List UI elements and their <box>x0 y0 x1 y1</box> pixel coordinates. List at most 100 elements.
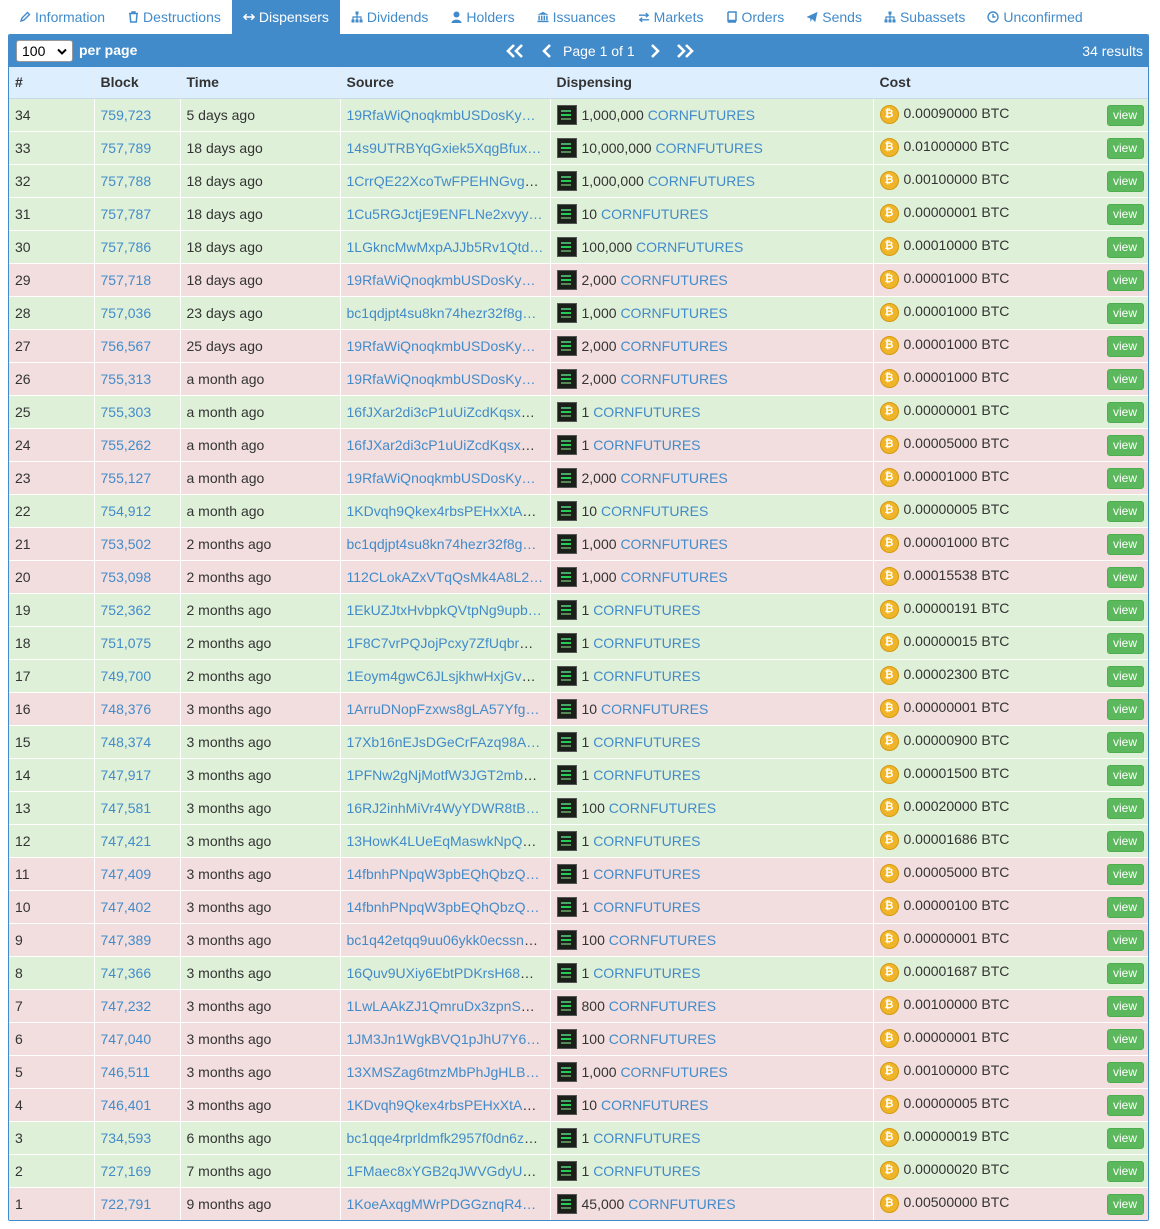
source-address-link[interactable]: 1PFNw2gNjMotfW3JGT2mba… <box>346 766 545 783</box>
source-address-link[interactable]: 13XMSZag6tmzMbPhJgHLB… <box>346 1063 540 1080</box>
view-button[interactable]: view <box>1106 434 1144 456</box>
asset-link[interactable]: CORNFUTURES <box>593 964 701 981</box>
view-button[interactable]: view <box>1106 896 1144 918</box>
source-address-link[interactable]: 13HowK4LUeEqMaswkNpQ5… <box>346 832 545 849</box>
asset-link[interactable]: CORNFUTURES <box>608 997 717 1014</box>
column-header-dispensing[interactable]: Dispensing <box>550 67 874 99</box>
asset-link[interactable]: CORNFUTURES <box>608 799 717 816</box>
asset-link[interactable]: CORNFUTURES <box>593 865 701 882</box>
source-address-link[interactable]: 16fJXar2di3cP1uUiZcdKqsxH… <box>346 403 545 420</box>
tab-sends[interactable]: Sends <box>795 0 873 34</box>
view-button[interactable]: view <box>1106 533 1144 555</box>
source-address-link[interactable]: 16fJXar2di3cP1uUiZcdKqsxH… <box>346 436 545 453</box>
view-button[interactable]: view <box>1106 203 1144 225</box>
block-link[interactable]: 746,511 <box>100 1063 151 1080</box>
tab-holders[interactable]: Holders <box>439 0 525 34</box>
block-link[interactable]: 748,376 <box>100 700 152 717</box>
source-address-link[interactable]: 1Cu5RGJctjE9ENFLNe2xvyy… <box>346 205 543 222</box>
asset-link[interactable]: CORNFUTURES <box>593 403 701 420</box>
view-button[interactable]: view <box>1106 500 1144 522</box>
asset-link[interactable]: CORNFUTURES <box>620 370 728 387</box>
view-button[interactable]: view <box>1106 731 1144 753</box>
view-button[interactable]: view <box>1106 863 1144 885</box>
block-link[interactable]: 753,502 <box>100 535 152 552</box>
asset-link[interactable]: CORNFUTURES <box>593 766 701 783</box>
first-page-button[interactable] <box>505 44 525 58</box>
tab-dividends[interactable]: Dividends <box>340 0 439 34</box>
block-link[interactable]: 757,718 <box>100 271 152 288</box>
column-header-time[interactable]: Time <box>180 67 341 99</box>
block-link[interactable]: 757,788 <box>100 172 152 189</box>
tab-orders[interactable]: Orders <box>714 0 795 34</box>
source-address-link[interactable]: 16RJ2inhMiVr4WyYDWR8tB… <box>346 799 540 816</box>
view-button[interactable]: view <box>1106 1160 1144 1182</box>
view-button[interactable]: view <box>1106 995 1144 1017</box>
tab-dispensers[interactable]: Dispensers <box>231 0 340 34</box>
block-link[interactable]: 749,700 <box>100 667 152 684</box>
block-link[interactable]: 757,036 <box>100 304 152 321</box>
source-address-link[interactable]: 14fbnhPNpqW3pbEQhQbzQ… <box>346 865 540 882</box>
source-address-link[interactable]: 1ArruDNopFzxws8gLA57Yfg… <box>346 700 540 717</box>
source-address-link[interactable]: 1LGkncMwMxpAJJb5Rv1Qtd… <box>346 238 544 255</box>
asset-link[interactable]: CORNFUTURES <box>620 271 728 288</box>
block-link[interactable]: 747,917 <box>100 766 152 783</box>
column-header-cost[interactable]: Cost <box>873 67 1148 99</box>
tab-information[interactable]: Information <box>8 0 116 34</box>
source-address-link[interactable]: 1KDvqh9Qkex4rbsPEHxXtAn… <box>346 1096 545 1113</box>
block-link[interactable]: 747,402 <box>100 898 152 915</box>
view-button[interactable]: view <box>1106 236 1144 258</box>
view-button[interactable]: view <box>1106 1127 1144 1149</box>
asset-link[interactable]: CORNFUTURES <box>600 205 709 222</box>
tab-markets[interactable]: Markets <box>627 0 715 34</box>
block-link[interactable]: 747,040 <box>100 1030 152 1047</box>
source-address-link[interactable]: 19RfaWiQnoqkmbUSDosKy… <box>346 271 536 288</box>
block-link[interactable]: 757,786 <box>100 238 152 255</box>
source-address-link[interactable]: bc1q42etqq9uu06ykk0ecssne… <box>346 931 546 948</box>
asset-link[interactable]: CORNFUTURES <box>593 1162 701 1179</box>
block-link[interactable]: 757,787 <box>100 205 152 222</box>
asset-link[interactable]: CORNFUTURES <box>593 1129 701 1146</box>
view-button[interactable]: view <box>1106 104 1144 126</box>
view-button[interactable]: view <box>1106 665 1144 687</box>
block-link[interactable]: 747,581 <box>100 799 152 816</box>
source-address-link[interactable]: 1KoeAxqgMWrPDGGznqR4… <box>346 1195 537 1212</box>
block-link[interactable]: 757,789 <box>100 139 152 156</box>
block-link[interactable]: 747,409 <box>100 865 152 882</box>
asset-link[interactable]: CORNFUTURES <box>593 634 701 651</box>
view-button[interactable]: view <box>1106 599 1144 621</box>
view-button[interactable]: view <box>1106 1193 1144 1215</box>
block-link[interactable]: 759,723 <box>100 106 152 123</box>
asset-link[interactable]: CORNFUTURES <box>593 601 701 618</box>
block-link[interactable]: 734,593 <box>100 1129 152 1146</box>
block-link[interactable]: 748,374 <box>100 733 152 750</box>
source-address-link[interactable]: 112CLokAZxVTqQsMk4A8L2… <box>346 568 544 585</box>
asset-link[interactable]: CORNFUTURES <box>593 832 701 849</box>
block-link[interactable]: 755,313 <box>100 370 152 387</box>
asset-link[interactable]: CORNFUTURES <box>647 106 756 123</box>
view-button[interactable]: view <box>1106 401 1144 423</box>
asset-link[interactable]: CORNFUTURES <box>620 1063 728 1080</box>
column-header-source[interactable]: Source <box>340 67 551 99</box>
asset-link[interactable]: CORNFUTURES <box>593 667 701 684</box>
source-address-link[interactable]: 19RfaWiQnoqkmbUSDosKy… <box>346 337 536 354</box>
column-header-block[interactable]: Block <box>94 67 181 99</box>
source-address-link[interactable]: bc1qdjpt4su8kn74hezr32f8g… <box>346 304 537 321</box>
block-link[interactable]: 747,389 <box>100 931 152 948</box>
tab-subassets[interactable]: Subassets <box>873 0 976 34</box>
block-link[interactable]: 755,303 <box>100 403 152 420</box>
view-button[interactable]: view <box>1106 1028 1144 1050</box>
asset-link[interactable]: CORNFUTURES <box>655 139 763 156</box>
view-button[interactable]: view <box>1106 566 1144 588</box>
block-link[interactable]: 747,421 <box>100 832 152 849</box>
next-page-button[interactable] <box>649 44 661 58</box>
block-link[interactable]: 722,791 <box>100 1195 152 1212</box>
block-link[interactable]: 747,366 <box>100 964 152 981</box>
tab-issuances[interactable]: Issuances <box>526 0 627 34</box>
source-address-link[interactable]: 19RfaWiQnoqkmbUSDosKy… <box>346 106 536 123</box>
block-link[interactable]: 746,401 <box>100 1096 152 1113</box>
view-button[interactable]: view <box>1106 962 1144 984</box>
source-address-link[interactable]: 1FMaec8xYGB2qJWVGdyUE… <box>346 1162 546 1179</box>
block-link[interactable]: 751,075 <box>100 634 152 651</box>
block-link[interactable]: 756,567 <box>100 337 152 354</box>
asset-link[interactable]: CORNFUTURES <box>620 337 728 354</box>
